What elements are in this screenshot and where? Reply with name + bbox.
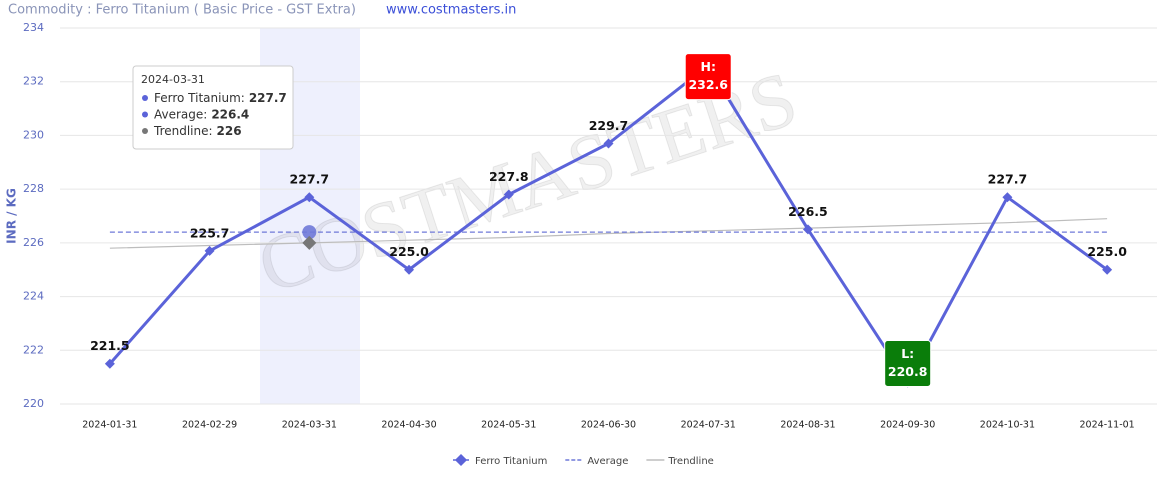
y-axis-title: INR / KG — [5, 188, 19, 244]
y-tick-label: 234 — [23, 21, 44, 34]
annotation-label: L: — [901, 346, 914, 361]
y-tick-label: 228 — [23, 182, 44, 195]
y-tick-label: 224 — [23, 290, 44, 303]
tooltip-value: 226 — [217, 124, 242, 138]
point — [1102, 264, 1113, 275]
y-tick-label: 226 — [23, 236, 44, 249]
data-label: 227.7 — [290, 172, 330, 187]
annotation-value: 232.6 — [688, 77, 728, 92]
tooltip-dot — [142, 128, 148, 134]
tooltip-dot — [142, 111, 148, 118]
header-link[interactable]: www.costmasters.in — [386, 3, 516, 18]
hover-point — [302, 235, 317, 250]
tooltip-label: Ferro Titanium: — [154, 91, 245, 105]
data-label: 225.0 — [389, 244, 429, 259]
tooltip-label: Average: — [154, 107, 207, 121]
tooltip-box — [132, 65, 294, 150]
x-tick-label: 2024-02-29 — [182, 420, 237, 431]
point — [503, 189, 514, 200]
x-tick-label: 2024-01-31 — [82, 420, 137, 431]
x-tick-label: 2024-09-30 — [880, 420, 935, 431]
tooltip-dot — [142, 95, 148, 101]
point — [603, 138, 614, 149]
legend-label: Average — [587, 456, 628, 467]
annotation-box — [884, 340, 932, 388]
point — [104, 358, 115, 369]
x-tick-label: 2024-11-01 — [1080, 420, 1135, 431]
point — [1002, 192, 1013, 203]
y-tick-label: 230 — [23, 128, 44, 141]
y-tick-label: 232 — [23, 75, 44, 88]
x-tick-label: 2024-07-31 — [681, 420, 736, 431]
point — [404, 264, 415, 275]
tooltip-row: Trendline: 226 — [153, 124, 242, 138]
legend-marker — [453, 453, 469, 467]
data-label: 227.7 — [988, 172, 1028, 187]
data-label: 225.7 — [190, 225, 230, 240]
y-tick-label: 220 — [23, 397, 44, 410]
data-label: 227.8 — [489, 169, 529, 184]
tooltip-value: 226.4 — [211, 107, 249, 121]
tooltip-title: 2024-03-31 — [141, 73, 205, 86]
point — [802, 224, 813, 235]
series-line — [109, 218, 1108, 249]
x-tick-label: 2024-03-31 — [282, 420, 337, 431]
data-label: 221.5 — [90, 338, 130, 353]
tooltip-row: Ferro Titanium: 227.7 — [154, 91, 287, 105]
tooltip-value: 227.7 — [249, 91, 287, 105]
annotation-label: H: — [700, 59, 715, 74]
tooltip-label: Trendline: — [153, 124, 213, 138]
data-label: 225.0 — [1087, 244, 1127, 259]
y-tick-label: 222 — [23, 343, 44, 356]
legend-label: Ferro Titanium — [475, 456, 547, 467]
point — [304, 192, 315, 203]
legend-label: Trendline — [667, 456, 713, 467]
x-tick-label: 2024-10-31 — [980, 420, 1035, 431]
annotation-value: 220.8 — [888, 364, 928, 379]
x-tick-label: 2024-08-31 — [780, 420, 835, 431]
header-title: Commodity : Ferro Titanium ( Basic Price… — [8, 3, 356, 18]
point — [204, 245, 215, 256]
data-label: 226.5 — [788, 204, 828, 219]
x-tick-label: 2024-04-30 — [381, 420, 436, 431]
annotation-box — [684, 53, 732, 101]
x-tick-label: 2024-05-31 — [481, 420, 536, 431]
hover-point — [302, 225, 317, 240]
x-tick-label: 2024-06-30 — [581, 420, 636, 431]
tooltip-row: Average: 226.4 — [154, 107, 249, 121]
data-label: 229.7 — [589, 118, 629, 133]
